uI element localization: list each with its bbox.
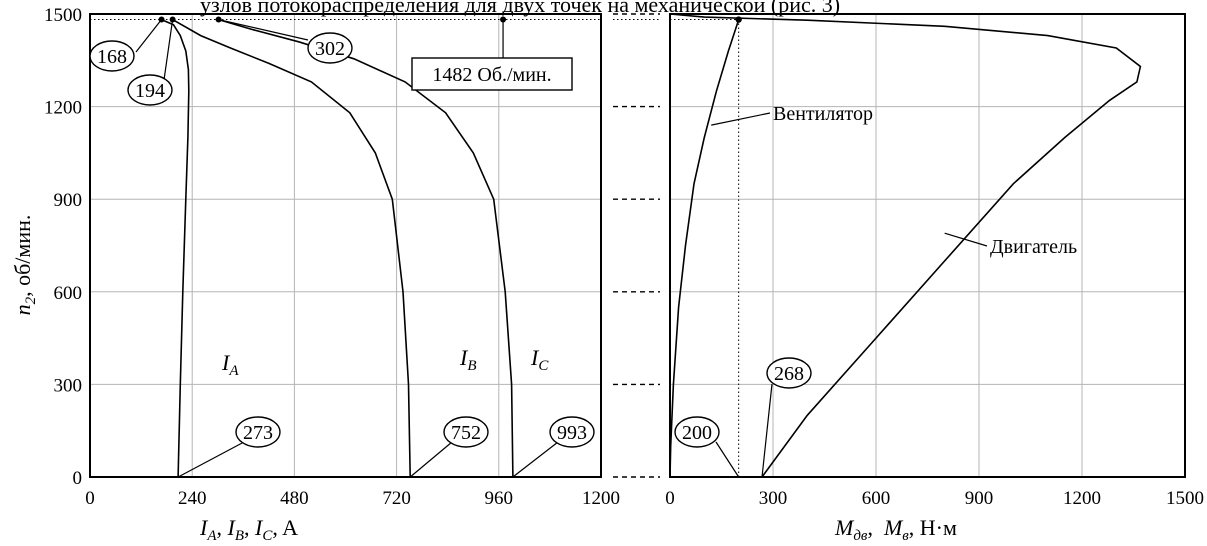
- right-x-tick-label: 900: [965, 488, 994, 509]
- annotation-194: 194: [127, 74, 173, 106]
- left-y-axis-title: n2, об/мин.: [10, 215, 39, 316]
- left-plot-frame: [89, 13, 602, 478]
- header-text: узлов потокораспределения для двух точек…: [200, 0, 840, 17]
- left-y-tick-label: 600: [54, 283, 83, 304]
- series-i-b-line: [172, 18, 411, 478]
- right-chart: 0 300 600 900 1200 1500 Вентилятор Двигатель 20…: [665, 13, 1204, 544]
- annotation-1482-text: 1482 Об./мин.: [432, 64, 551, 86]
- annotation-752-oval: [443, 416, 489, 448]
- annotation-273: 273: [235, 416, 281, 448]
- panel-connector-dashes: [613, 13, 660, 478]
- right-x-tick-label: 0: [665, 488, 675, 509]
- annotation-993: 993: [549, 416, 595, 448]
- annotation-302-oval: [307, 32, 353, 64]
- right-x-tick-label: 1500: [1166, 488, 1204, 509]
- annotation-993-text: 993: [557, 422, 587, 444]
- right-annotations: Вентилятор Двигатель 200 268: [674, 103, 1077, 478]
- leader-bottom: [409, 441, 453, 478]
- annotation-1482-box: [411, 57, 573, 91]
- leader-bottom: [512, 441, 559, 478]
- right-x-axis-title: Mдв, Mв, Н·м: [834, 515, 957, 544]
- series-label-i-c: IC: [530, 345, 549, 374]
- leader-302: [218, 18, 309, 41]
- annotation-752-text: 752: [451, 422, 481, 444]
- left-y-tick-label: 1500: [44, 5, 82, 26]
- left-y-ticks: 0 300 600 900 1200 1500: [44, 5, 82, 489]
- right-x-ticks: 0 300 600 900 1200 1500: [665, 488, 1204, 509]
- annotation-194-oval: [127, 74, 173, 106]
- annotation-752: 752: [443, 416, 489, 448]
- motor-label: Двигатель: [990, 236, 1077, 258]
- right-grid: [670, 14, 1185, 477]
- leader-268: [761, 383, 773, 478]
- annotation-993-oval: [549, 416, 595, 448]
- series-label-i-a: IA: [221, 350, 239, 379]
- left-x-tick-label: 720: [382, 488, 411, 509]
- leader-194: [163, 19, 174, 81]
- left-x-axis-title: IA, IB, IC, A: [199, 515, 298, 544]
- annotation-273-oval: [235, 416, 281, 448]
- annotation-302-text: 302: [315, 38, 345, 60]
- right-x-tick-label: 1200: [1063, 488, 1101, 509]
- left-y-tick-label: 1200: [44, 98, 82, 119]
- left-x-tick-label: 1200: [582, 488, 620, 509]
- left-x-ticks: 0 240 480 720 960 1200: [85, 488, 620, 509]
- annotation-194-text: 194: [135, 80, 165, 102]
- speed-point: [500, 16, 507, 23]
- series-label-main: I: [221, 350, 231, 375]
- right-curves: [669, 13, 1142, 478]
- left-y-tick-label: 300: [54, 375, 83, 396]
- left-y-tick-label: 0: [73, 468, 83, 489]
- right-x-tick-label: 600: [862, 488, 891, 509]
- annotation-200-text: 200: [682, 422, 712, 444]
- series-label-sub: B: [467, 358, 476, 374]
- left-x-tick-label: 480: [280, 488, 309, 509]
- fan-label: Вентилятор: [773, 103, 873, 125]
- annotation-268: 268: [766, 357, 812, 389]
- annotation-302: 302: [307, 32, 353, 64]
- right-plot-frame: [669, 13, 1186, 478]
- leader-168: [135, 19, 163, 53]
- series-label-main: I: [459, 345, 469, 370]
- leader-motor: [944, 232, 988, 247]
- annotation-168-oval: [89, 40, 135, 72]
- series-label-main: I: [530, 345, 540, 370]
- leader-fan: [711, 112, 771, 126]
- annotation-268-text: 268: [774, 363, 804, 385]
- left-x-tick-label: 960: [485, 488, 514, 509]
- series-i-a-line: [161, 18, 190, 478]
- annotation-273-text: 273: [243, 422, 273, 444]
- fan-curve-line: [669, 19, 740, 478]
- leader-200: [715, 441, 740, 478]
- annotation-268-oval: [766, 357, 812, 389]
- annotation-168-text: 168: [97, 46, 127, 68]
- series-label-i-b: IB: [459, 345, 477, 374]
- motor-curve-line: [669, 13, 1142, 478]
- left-x-tick-label: 0: [85, 488, 95, 509]
- annotation-200: 200: [674, 416, 720, 448]
- series-label-sub: A: [228, 363, 239, 379]
- series-i-c-line: [218, 18, 514, 478]
- annotation-168: 168: [89, 40, 135, 72]
- series-label-sub: C: [538, 358, 549, 374]
- left-x-tick-label: 240: [178, 488, 207, 509]
- right-x-tick-label: 300: [759, 488, 788, 509]
- left-y-tick-label: 900: [54, 190, 83, 211]
- leader-bottom: [177, 441, 245, 478]
- annotation-200-oval: [674, 416, 720, 448]
- operating-point: [735, 16, 742, 23]
